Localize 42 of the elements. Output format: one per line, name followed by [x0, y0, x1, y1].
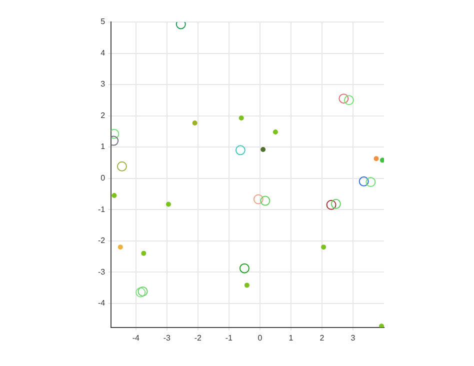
y-tick-label: 0 [100, 174, 106, 182]
point [321, 244, 326, 250]
point [260, 196, 270, 206]
y-tick-label: 5 [100, 17, 106, 26]
y-tick-label: -1 [98, 204, 106, 214]
point [358, 176, 369, 186]
point [238, 115, 244, 120]
x-tick-label: -4 [132, 333, 140, 342]
point [379, 324, 384, 328]
point [326, 200, 336, 210]
point [272, 130, 278, 135]
point [239, 263, 250, 274]
point [366, 177, 376, 188]
x-tick-label: 3 [350, 333, 356, 342]
point [344, 95, 354, 106]
point [260, 147, 266, 152]
x-tick-label: 0 [258, 333, 263, 342]
point [235, 145, 246, 156]
y-tick-label: 4 [100, 48, 106, 58]
point [112, 192, 117, 198]
x-tick-label: 1 [288, 333, 294, 342]
y-tick-label: 3 [100, 80, 106, 89]
point [330, 198, 341, 209]
x-tick-label: -1 [225, 333, 234, 342]
point [141, 250, 146, 256]
point [118, 244, 123, 250]
y-tick-label: -4 [98, 298, 106, 308]
point [253, 194, 264, 204]
x-tick-label: -3 [163, 333, 172, 342]
y-tick-label: -3 [98, 267, 106, 276]
point [192, 120, 198, 126]
x-tick-label: 2 [320, 333, 325, 342]
y-tick-label: 1 [100, 142, 106, 152]
point [116, 161, 127, 172]
point [380, 158, 384, 163]
y-tick-label: -2 [98, 236, 106, 246]
point [244, 282, 250, 288]
y-tick-label: 2 [100, 110, 106, 120]
x-tick-label: -2 [194, 333, 202, 342]
point [166, 202, 171, 207]
point [338, 94, 349, 104]
point [374, 156, 379, 162]
